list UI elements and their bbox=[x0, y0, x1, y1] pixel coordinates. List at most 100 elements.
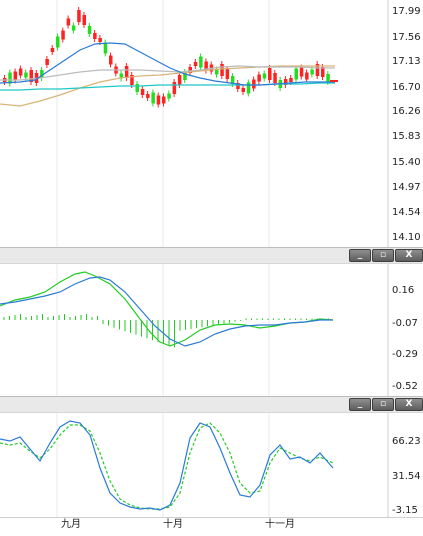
price-chart[interactable] bbox=[0, 0, 423, 247]
candle bbox=[199, 56, 203, 68]
macd-y-label: -0.52 bbox=[392, 381, 418, 392]
restore-button[interactable]: ▫ bbox=[372, 249, 394, 262]
candle bbox=[87, 26, 92, 34]
candle bbox=[18, 68, 23, 76]
price-y-label: 16.70 bbox=[392, 82, 421, 93]
ma-gray-line bbox=[0, 65, 335, 81]
candle bbox=[162, 96, 166, 104]
candle bbox=[183, 72, 187, 80]
candle bbox=[103, 42, 108, 54]
candle bbox=[268, 68, 272, 80]
candle bbox=[45, 59, 49, 65]
macd-y-label: -0.29 bbox=[392, 349, 418, 360]
candle bbox=[294, 68, 298, 80]
kd-green-line bbox=[0, 422, 334, 510]
macd-green-line bbox=[0, 271, 334, 347]
candle bbox=[257, 74, 261, 82]
price-chart-panel: 17.99 17.56 17.13 16.70 16.26 15.83 15.4… bbox=[0, 0, 423, 247]
candle bbox=[225, 69, 230, 79]
x-axis bbox=[0, 517, 423, 536]
candle bbox=[8, 72, 12, 84]
price-y-label: 14.54 bbox=[392, 207, 421, 218]
price-y-label: 15.83 bbox=[392, 131, 421, 142]
price-y-label: 16.26 bbox=[392, 106, 421, 117]
candle bbox=[289, 78, 293, 82]
macd-blue-line bbox=[0, 276, 333, 347]
candle bbox=[315, 64, 320, 76]
x-axis-label: 九月 bbox=[61, 519, 81, 530]
price-y-label: 15.40 bbox=[392, 157, 421, 168]
candle bbox=[230, 76, 235, 84]
candle bbox=[66, 18, 71, 26]
macd-histogram bbox=[3, 314, 329, 348]
candle bbox=[321, 67, 325, 77]
candle bbox=[283, 79, 288, 85]
candle bbox=[151, 92, 155, 104]
kd-y-label: 31.54 bbox=[392, 471, 421, 482]
price-y-label: 17.56 bbox=[392, 32, 421, 43]
x-axis-label: 十月 bbox=[163, 519, 183, 530]
candle bbox=[177, 75, 182, 85]
kd-blue-line bbox=[0, 420, 334, 511]
kd-y-label: -3.15 bbox=[392, 505, 418, 516]
price-y-label: 17.99 bbox=[392, 6, 421, 17]
x-axis-label: 十一月 bbox=[265, 519, 295, 530]
candle bbox=[220, 64, 224, 76]
candle bbox=[204, 61, 208, 71]
ma-cyan-line bbox=[0, 82, 335, 91]
candle bbox=[93, 33, 97, 39]
candle bbox=[215, 69, 219, 75]
candle bbox=[140, 89, 145, 95]
candle bbox=[82, 15, 86, 25]
ma-tan-line bbox=[0, 65, 335, 107]
candle bbox=[326, 74, 330, 82]
candlesticks bbox=[3, 7, 330, 108]
kd-y-label: 66.23 bbox=[392, 436, 421, 447]
minimize-button[interactable]: _ bbox=[349, 249, 371, 262]
candle bbox=[29, 70, 33, 82]
close-button[interactable]: X bbox=[395, 249, 423, 262]
candle bbox=[193, 62, 198, 66]
candle bbox=[252, 79, 256, 89]
candle bbox=[130, 75, 134, 85]
restore-button[interactable]: ▫ bbox=[372, 398, 394, 411]
candle bbox=[109, 55, 113, 65]
candle bbox=[61, 30, 65, 40]
kd-panel: 66.23 31.54 -3.15 bbox=[0, 413, 423, 519]
price-y-label: 17.13 bbox=[392, 56, 421, 67]
candle bbox=[172, 82, 177, 94]
candle bbox=[56, 36, 60, 48]
candle bbox=[24, 72, 28, 78]
candle bbox=[50, 48, 55, 52]
macd-chart[interactable] bbox=[0, 264, 423, 396]
macd-panel: 0.16 -0.07 -0.29 -0.52 bbox=[0, 264, 423, 396]
candle bbox=[305, 72, 309, 80]
kd-chart[interactable] bbox=[0, 413, 423, 519]
candle bbox=[299, 67, 304, 77]
close-button[interactable]: X bbox=[395, 398, 423, 411]
macd-panel-header: _ ▫ X bbox=[0, 247, 423, 264]
candle bbox=[124, 66, 129, 78]
price-gridlines bbox=[56, 0, 389, 247]
candle bbox=[40, 70, 44, 78]
candle bbox=[156, 95, 161, 105]
ma-blue-line bbox=[0, 42, 335, 86]
candle bbox=[146, 94, 150, 98]
candle bbox=[246, 82, 251, 94]
candle bbox=[77, 10, 81, 22]
minimize-button[interactable]: _ bbox=[349, 398, 371, 411]
candle bbox=[241, 88, 245, 92]
candle bbox=[71, 25, 76, 31]
candle bbox=[135, 84, 139, 92]
candle bbox=[236, 83, 240, 89]
candle bbox=[188, 67, 192, 73]
candle bbox=[310, 69, 314, 75]
price-y-label: 14.10 bbox=[392, 232, 421, 243]
price-y-label: 14.97 bbox=[392, 182, 421, 193]
candle bbox=[262, 73, 267, 79]
candle bbox=[167, 93, 171, 99]
kd-panel-header: _ ▫ X bbox=[0, 396, 423, 413]
candle bbox=[273, 73, 277, 83]
candle bbox=[13, 71, 18, 81]
candle bbox=[98, 38, 102, 42]
